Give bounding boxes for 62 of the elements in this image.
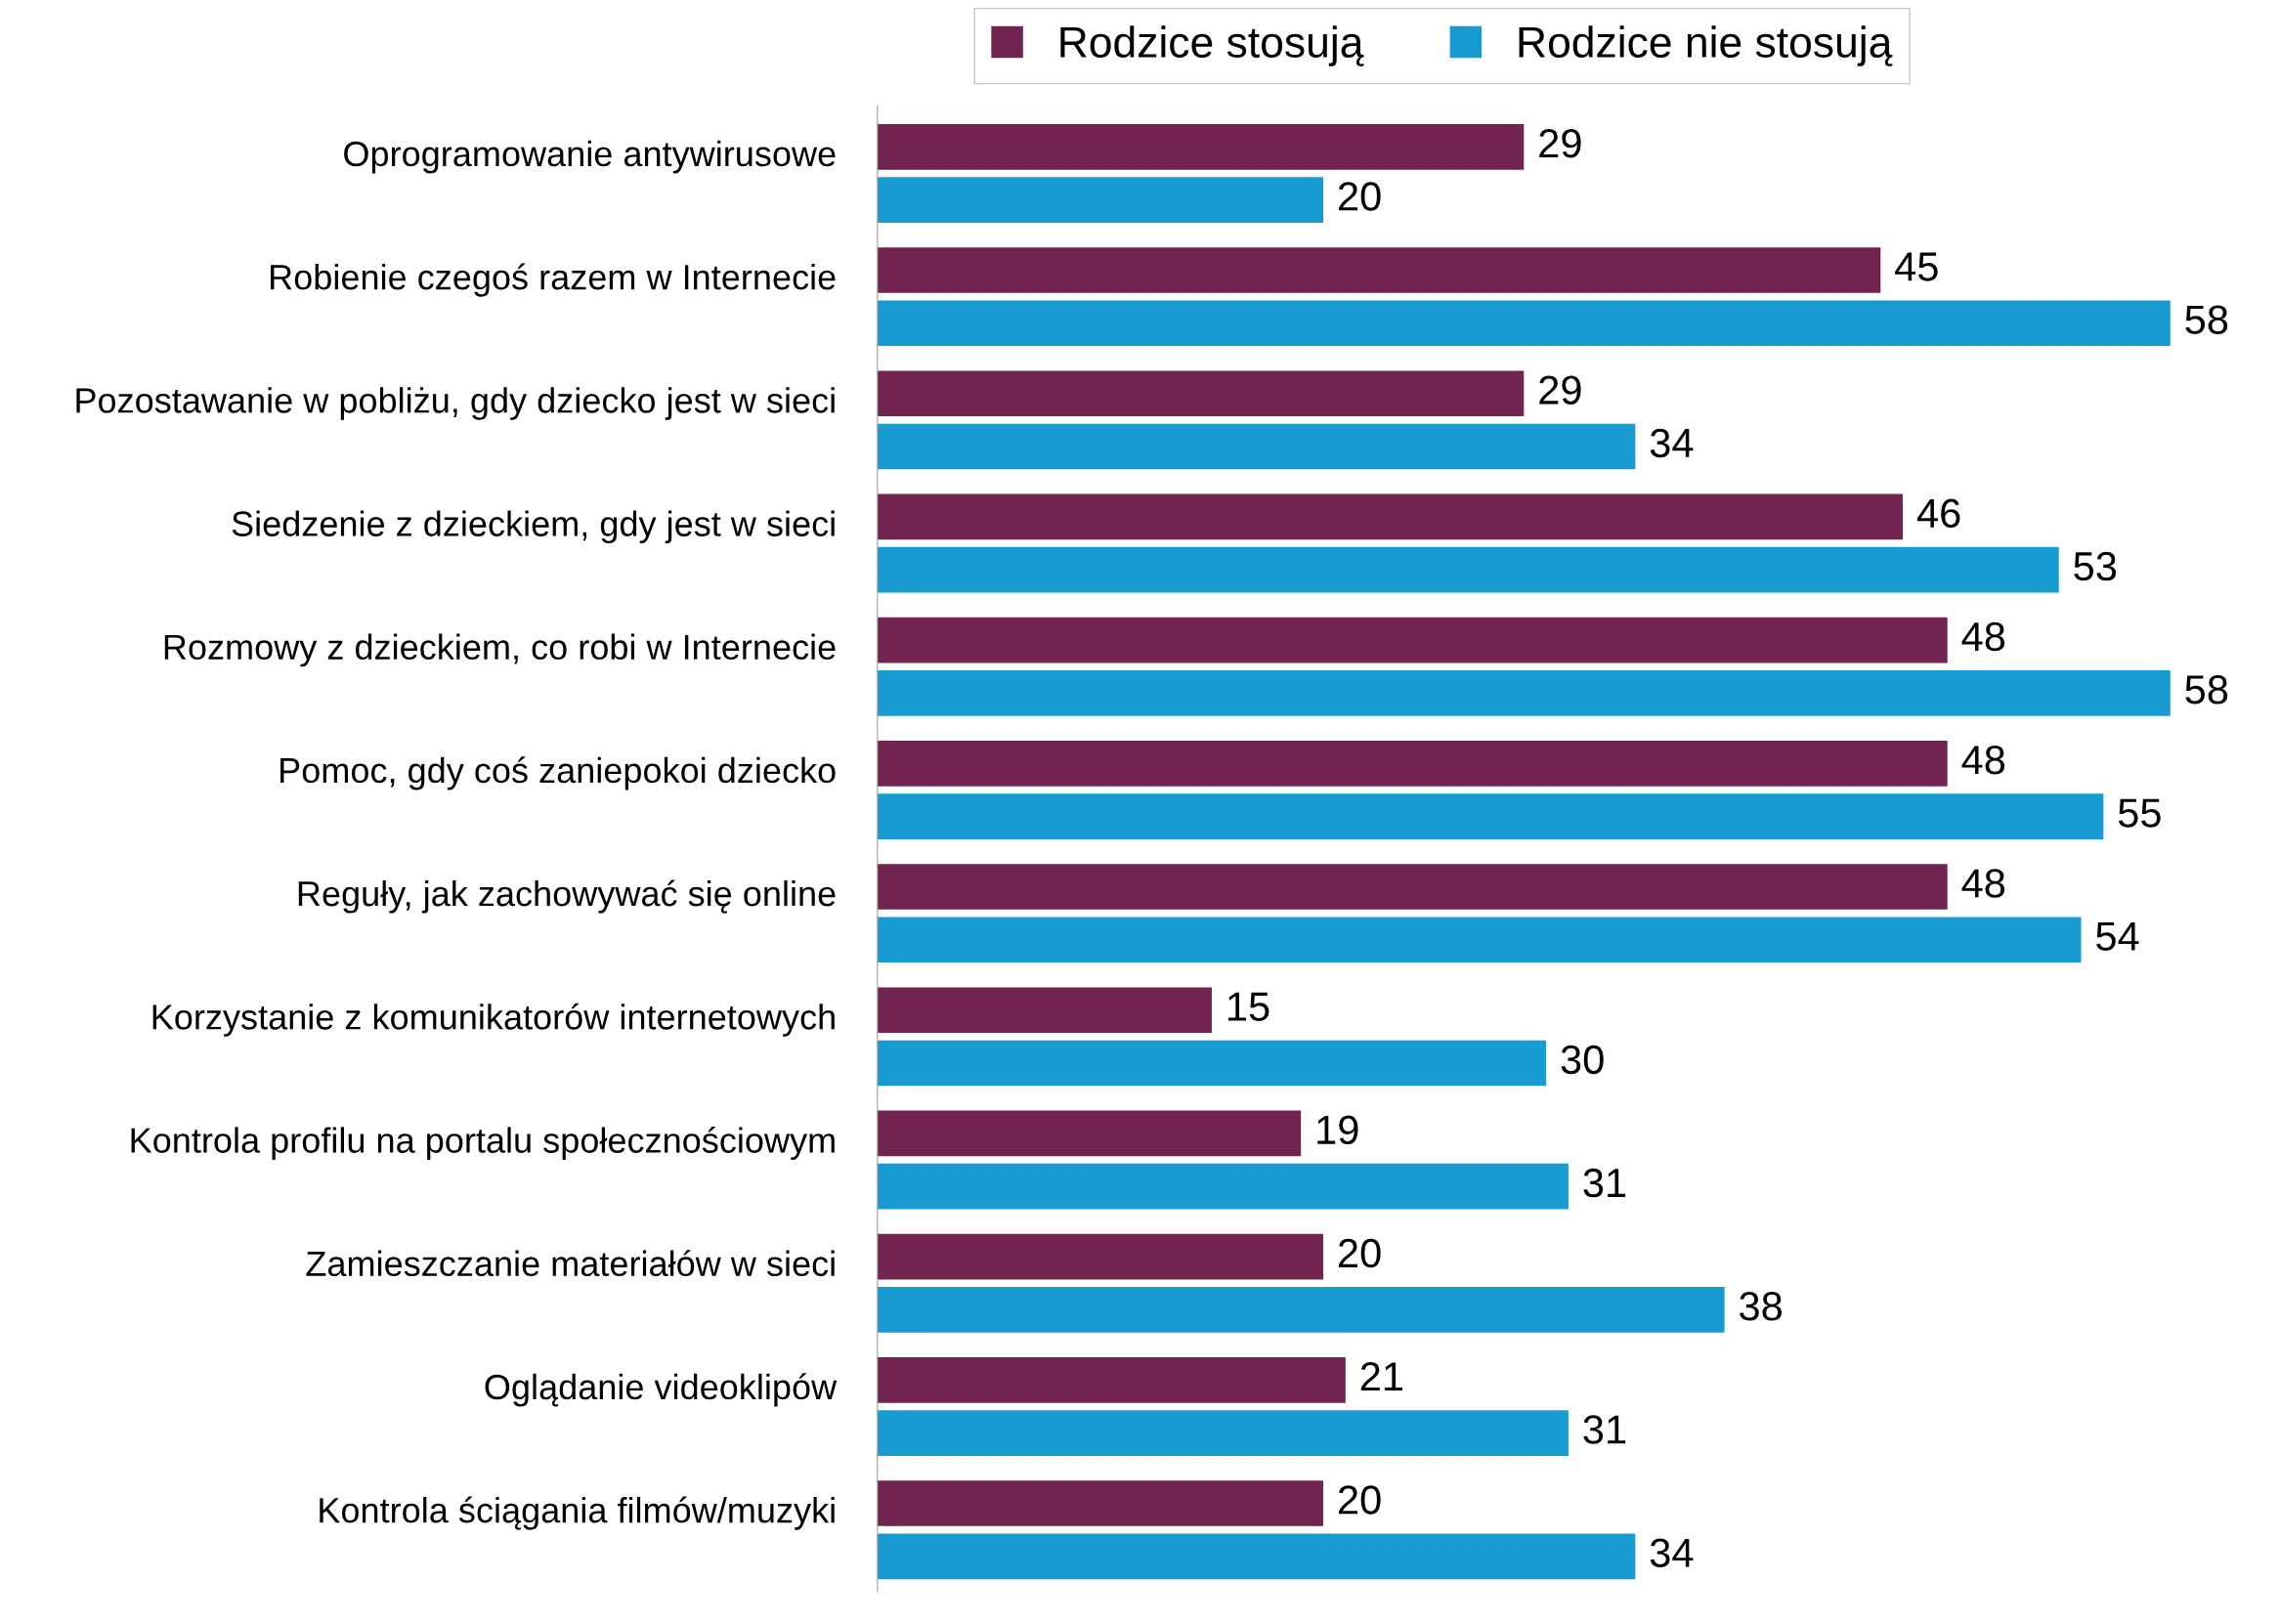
y-tick-label: Robienie czegoś razem w Internecie [271,263,836,297]
bar [877,300,2171,347]
bar [877,987,1212,1034]
bar [877,1163,1569,1210]
data-label: 29 [1539,128,1581,158]
data-label: 46 [1916,498,1960,529]
y-tick-label: Pomoc, gdy coś zaniepokoi dziecko [280,756,836,791]
data-label: 48 [1961,621,2005,652]
bar [877,670,2171,716]
y-tick-label: Rozmowy z dzieckiem, co robi w Internecie [164,633,836,667]
data-label: 45 [1895,252,1938,281]
bar [877,1287,1725,1333]
y-tick-label: Korzystanie z komunikatorów internetowych [152,1003,835,1037]
bar [877,617,1948,663]
data-label: 31 [1583,1168,1626,1198]
bar [877,793,2104,839]
data-label: 54 [2096,921,2139,951]
bar [877,1110,1302,1157]
bar [877,493,1904,540]
bar [877,917,2082,963]
bar [877,1233,1324,1280]
y-tick-label: Oglądanie videoklipów [485,1373,838,1407]
data-label: 55 [2118,798,2161,828]
y-tick-label: Kontrola profilu na portalu społecznościowym [131,1126,835,1161]
data-label: 53 [2074,551,2117,581]
bar [877,546,2059,593]
bar [877,1356,1346,1403]
data-label: 48 [1961,869,2005,898]
data-label: 30 [1561,1045,1604,1075]
data-label: 38 [1740,1292,1783,1321]
data-label: 58 [2185,675,2228,705]
y-tick-label: Zamieszczanie materiałów w sieci [306,1250,835,1277]
data-label: 20 [1339,1238,1381,1268]
data-label: 34 [1650,1538,1694,1567]
bar [877,1410,1569,1456]
y-tick-label: Reguły, jak zachowywać się online [298,879,836,914]
data-label: 34 [1650,428,1694,458]
legend-label: Rodzice stosują [1060,25,1364,66]
y-tick-label: Oprogramowanie antywirusowe [344,140,836,174]
y-tick-label: Pozostawanie w pobliżu, gdy dziecko jest w sieci [76,387,835,420]
bar [877,123,1525,170]
data-label: 29 [1539,375,1581,405]
data-label: 58 [2185,305,2228,334]
bar [877,247,1881,293]
data-label: 48 [1961,746,2005,775]
data-label: 20 [1339,1485,1381,1515]
bar [877,177,1324,223]
data-label: 20 [1339,182,1381,211]
bar [877,864,1948,910]
legend-label: Rodzice nie stosują [1519,25,1893,66]
data-label: 19 [1317,1115,1358,1145]
data-label: 31 [1583,1415,1626,1444]
bar [877,1480,1324,1526]
y-tick-label: Kontrola ściągania filmów/muzyki [320,1496,835,1530]
bar [877,1533,1636,1580]
bar [877,423,1636,470]
data-label: 21 [1360,1362,1403,1391]
y-tick-label: Siedzenie z dzieckiem, gdy jest w sieci [232,510,835,544]
data-label: 15 [1228,992,1269,1021]
bar [877,370,1525,417]
bar [877,1040,1547,1087]
bar [877,740,1948,787]
